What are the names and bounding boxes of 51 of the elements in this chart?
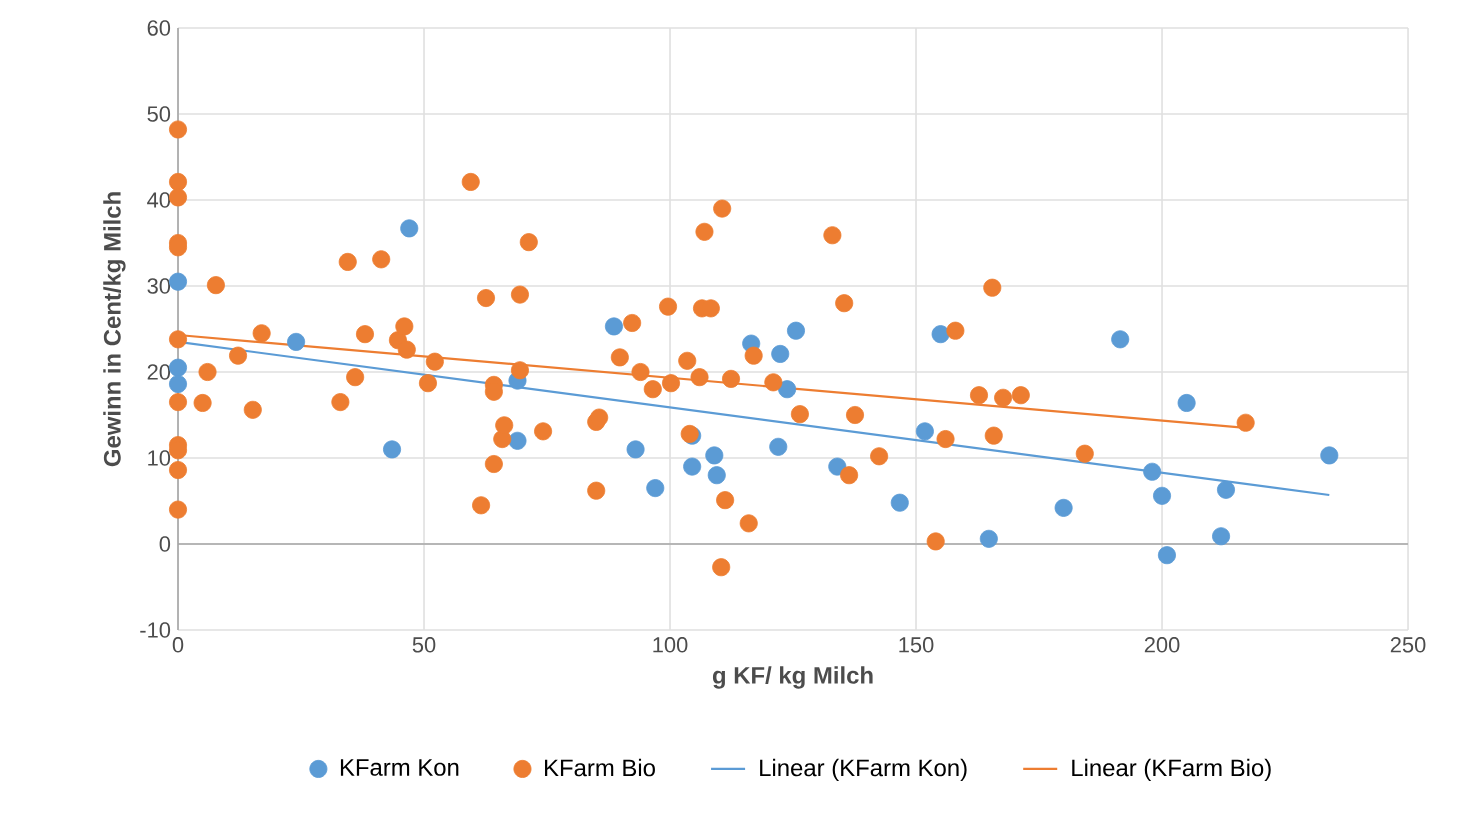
y-tick-label: 60: [147, 20, 171, 36]
y-tick-label: -10: [140, 622, 171, 638]
legend-label: Linear (KFarm Bio): [1072, 758, 1271, 782]
point: [646, 479, 665, 498]
x-tick-label: 150: [899, 637, 934, 653]
point: [1054, 498, 1073, 517]
point: [1157, 546, 1176, 565]
legend-label: KFarm Bio: [545, 758, 655, 777]
point: [383, 440, 402, 459]
x-tick-label: 0: [172, 637, 184, 653]
y-tick-label: 0: [159, 536, 171, 552]
point: [683, 457, 702, 476]
point: [769, 437, 788, 456]
legend-label: Linear (KFarm Kon): [760, 758, 967, 782]
point: [400, 219, 419, 238]
point: [604, 317, 623, 336]
point: [626, 440, 645, 459]
point: [771, 344, 790, 363]
point: [508, 431, 527, 450]
point: [287, 332, 306, 351]
point: [169, 272, 188, 291]
y-tick-label: 10: [148, 450, 171, 466]
point: [778, 380, 797, 399]
point: [1212, 527, 1231, 546]
x-tick-label: 100: [653, 637, 688, 653]
point: [786, 321, 805, 340]
y-tick-label: 50: [147, 106, 171, 122]
point: [1216, 480, 1235, 499]
y-tick-label: 40: [147, 192, 171, 208]
point: [1143, 462, 1162, 481]
point: [707, 466, 726, 485]
x-axis-title: g KF/ kg Milch: [712, 666, 873, 689]
point: [1177, 393, 1196, 412]
point: [169, 375, 188, 394]
point: [1153, 486, 1172, 505]
point: [705, 446, 724, 465]
point: [828, 457, 847, 476]
point: [931, 325, 950, 344]
point: [915, 422, 934, 441]
legend-label: KFarm Kon: [340, 759, 459, 776]
point: [1111, 330, 1130, 349]
y-tick-label: 20: [147, 364, 171, 380]
point: [979, 529, 998, 548]
point: [890, 493, 909, 512]
x-tick-label: 50: [412, 637, 436, 653]
point: [169, 358, 188, 377]
y-axis-title: Gewinn in Cent/kg Milch: [103, 192, 126, 467]
point: [1320, 446, 1339, 465]
y-tick-label: 30: [147, 278, 171, 294]
x-tick-label: 200: [1144, 637, 1180, 653]
x-tick-label: 250: [1390, 637, 1426, 653]
